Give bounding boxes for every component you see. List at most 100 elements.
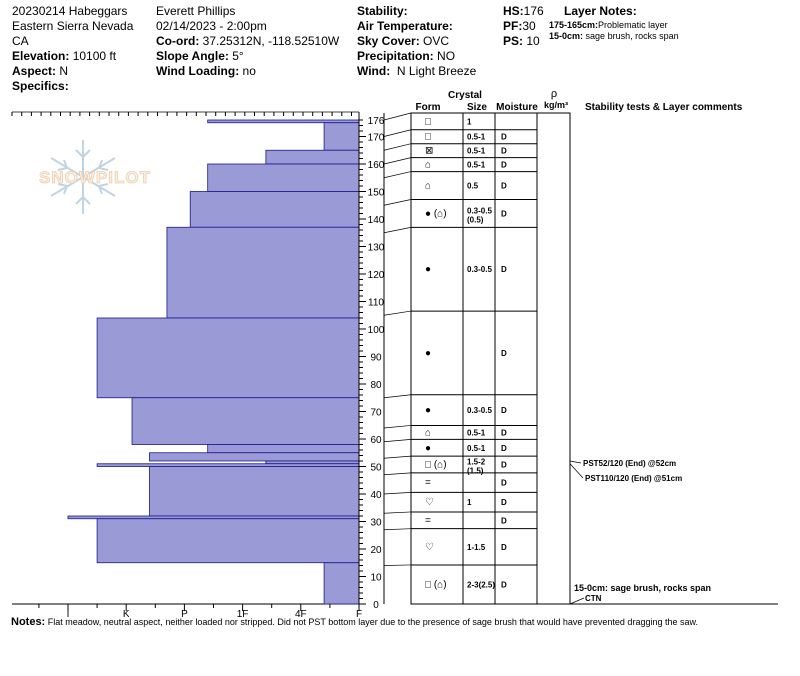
depth-tick-label: 160: [368, 160, 385, 171]
hardness-bars: [67, 119, 360, 605]
layer-connector: [383, 310, 412, 316]
layer-form: ⌂: [425, 181, 431, 192]
layer-moisture: D: [501, 444, 507, 453]
test-arrow: [569, 460, 582, 464]
depth-tick-label: 20: [370, 545, 382, 556]
test-arrow: [569, 463, 584, 479]
table-border: [410, 112, 571, 605]
hardness-bar: [207, 119, 360, 124]
hardness-tick-label: F: [356, 609, 362, 620]
layer-form: □: [425, 116, 431, 127]
layer-moisture: D: [501, 516, 507, 525]
stability: Stability:: [357, 4, 408, 18]
sky-cover: Sky Cover: OVC: [357, 34, 450, 48]
layer-size: 0.5-1: [467, 161, 486, 170]
header-moisture: Moisture: [496, 102, 538, 113]
header-crystal: Crystal: [448, 90, 482, 101]
watermark-text: SNOWPILOT: [39, 168, 151, 187]
layer-form: ⌂: [425, 160, 431, 171]
footer-notes: Notes: Flat meadow, neutral aspect, neit…: [11, 616, 698, 628]
observation-datetime: 02/14/2023 - 2:00pm: [156, 19, 267, 33]
observer-name: Everett Phillips: [156, 4, 236, 18]
layer-size: 1.5-2: [467, 458, 486, 467]
layer-moisture: D: [501, 349, 507, 358]
layer-connector: [383, 455, 412, 459]
hardness-bar: [149, 466, 360, 517]
layer-connector: [383, 425, 412, 429]
snowflake-icon: [50, 140, 116, 214]
comment-arrow: [569, 597, 585, 605]
hardness-bar: [166, 226, 360, 319]
depth-tick-label: 130: [368, 243, 385, 254]
specifics: Specifics:: [12, 79, 69, 93]
hardness-tick-label: P: [181, 609, 188, 620]
layer-size: 1: [467, 117, 472, 126]
depth-tick-label: 0: [373, 600, 379, 611]
layer-connector: [383, 171, 412, 179]
layer-comment-code: CTN: [585, 594, 602, 603]
depth-tick-label: 80: [370, 380, 382, 391]
header-density: kg/m³: [544, 100, 568, 110]
hardness-bar: [265, 460, 360, 465]
wind-loading: Wind Loading: no: [156, 64, 256, 78]
header-size: Size: [467, 102, 487, 113]
hardness-tick-label: I: [67, 609, 70, 620]
layer-form: ● (⌂): [425, 208, 447, 219]
pf-value: PF:30: [503, 19, 536, 33]
site-state: CA: [12, 34, 29, 48]
hs-value: HS:176: [503, 4, 544, 18]
depth-tick-label: 150: [368, 188, 385, 199]
depth-tick-label: 100: [368, 325, 385, 336]
depth-tick-label: 120: [368, 270, 385, 281]
layer-size: 1: [467, 498, 472, 507]
depth-tick-label: 170: [368, 133, 385, 144]
layer-note-2: 15-0cm: sage brush, rocks span: [549, 31, 679, 41]
layer-moisture: D: [501, 543, 507, 552]
stability-test: PST110/120 (End) @51cm: [585, 474, 682, 483]
layer-form: ⌂: [425, 427, 431, 438]
depth-axis: 0 10 20 30 40 50 60 70 80 90 100 110 120 130 140 150 160…: [11, 111, 385, 611]
site-name: 20230214 Habeggars: [12, 4, 128, 18]
depth-tick-label: 40: [370, 490, 382, 501]
layer-form: =: [425, 515, 431, 526]
header-form: Form: [416, 102, 441, 113]
layer-form: □ (⌂): [425, 579, 447, 590]
hardness-bar: [189, 191, 360, 228]
hardness-tick-label: K: [123, 609, 130, 620]
snowpilot-watermark: SNOWPILOT: [39, 140, 151, 214]
layer-moisture: D: [501, 133, 507, 142]
site-info: 20230214 Habeggars Eastern Sierra Nevada…: [12, 4, 133, 94]
layer-comment-range: 15-0cm: sage brush, rocks span: [574, 583, 711, 593]
header-stability: Stability tests & Layer comments: [585, 102, 743, 113]
precipitation: Precipitation: NO: [357, 49, 456, 63]
aspect: Aspect: N: [12, 64, 69, 78]
layer-form: ●: [425, 443, 431, 454]
layer-moisture: D: [501, 461, 507, 470]
layer-connector: [383, 511, 412, 514]
stability-annotations: PST52/120 (End) @52cm PST110/120 (End) @5…: [569, 459, 711, 605]
layer-connector: [383, 157, 412, 165]
layer-size: 0.3-0.5: [467, 206, 492, 215]
layer-connector: [383, 394, 412, 399]
slope-angle: Slope Angle: 5°: [156, 49, 244, 63]
air-temperature: Air Temperature:: [357, 19, 453, 33]
layer-moisture: D: [501, 147, 507, 156]
layer-size-secondary: (0.5): [467, 215, 484, 224]
layer-size-secondary: (1.5): [467, 467, 484, 476]
depth-tick-label: 70: [370, 408, 382, 419]
stability-test: PST52/120 (End) @52cm: [583, 459, 676, 468]
layer-connector: [383, 472, 412, 476]
depth-tick-label: 176: [368, 116, 385, 127]
observer-info: Everett Phillips 02/14/2023 - 2:00pm Co-…: [156, 4, 339, 79]
layer-moisture: D: [501, 265, 507, 274]
layer-size: 0.5-1: [467, 444, 486, 453]
depth-tick-label: 30: [370, 518, 382, 529]
notes-text: Flat meadow, neutral aspect, neither loa…: [47, 617, 698, 627]
depth-tick-label: 50: [370, 463, 382, 474]
layer-moisture: D: [501, 498, 507, 507]
layer-connector: [383, 528, 412, 531]
layer-form: =: [425, 478, 431, 489]
layer-moisture: D: [501, 479, 507, 488]
hardness-bar: [207, 163, 360, 192]
